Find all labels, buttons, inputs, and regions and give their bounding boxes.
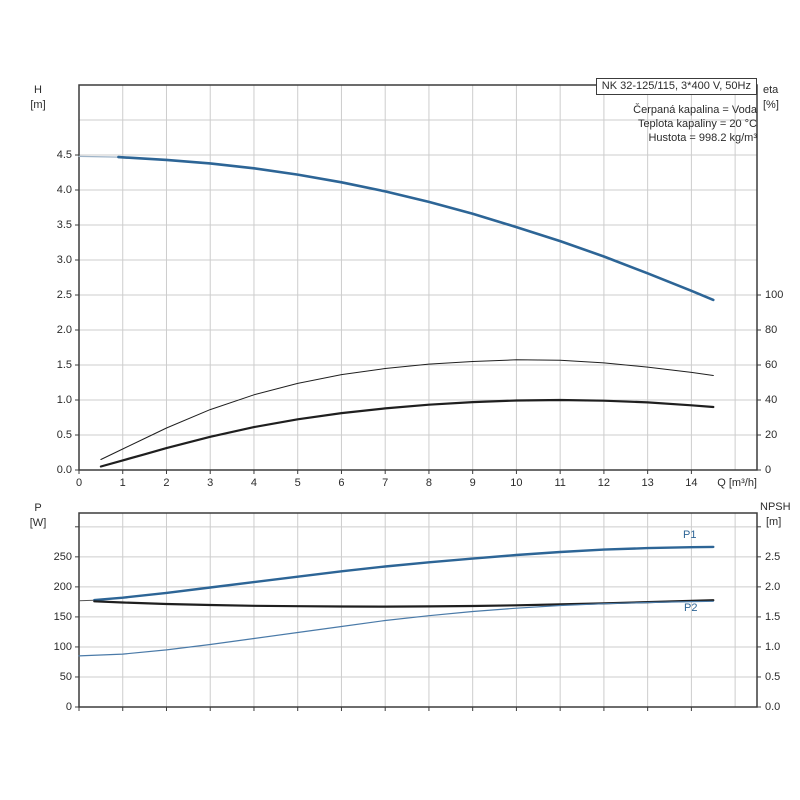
npsh-axis-unit: [m] xyxy=(766,516,782,528)
y2-tick-label: 2.5 xyxy=(765,550,781,563)
y1-tick-label: 50 xyxy=(59,670,72,683)
q-axis-title: Q [m³/h] xyxy=(717,477,757,489)
p-axis-unit: [W] xyxy=(29,517,47,529)
x-tick-label: 9 xyxy=(469,477,476,489)
plot-border xyxy=(78,84,758,471)
y1-tick-label: 100 xyxy=(53,640,72,653)
y1-tick-label: 150 xyxy=(53,610,72,623)
y1-tick-label: 200 xyxy=(53,580,72,593)
x-tick-label: 14 xyxy=(685,477,698,489)
curve-H xyxy=(117,155,715,302)
y1-tick-label: 3.0 xyxy=(56,254,72,266)
x-tick-label: 5 xyxy=(294,477,301,489)
x-tick-label: 4 xyxy=(250,477,258,489)
y2-tick-label: 80 xyxy=(765,324,778,336)
x-tick-label: 7 xyxy=(382,477,389,489)
x-tick-label: 0 xyxy=(75,477,83,489)
plot-border xyxy=(78,512,758,708)
x-tick-label: 3 xyxy=(207,477,214,489)
x-tick-label: 2 xyxy=(163,477,170,489)
h-axis-title: H xyxy=(34,84,42,96)
x-tick-label: 8 xyxy=(425,477,432,489)
y1-tick-label: 3.5 xyxy=(56,219,72,231)
y1-tick-label: 250 xyxy=(53,550,72,563)
x-tick-label: 13 xyxy=(641,477,654,489)
curve-H-lead xyxy=(78,155,120,158)
y1-tick-label: 1.0 xyxy=(56,394,72,406)
y2-tick-label: 100 xyxy=(765,289,784,301)
pump-title-box: NK 32-125/115, 3*400 V, 50Hz xyxy=(595,78,757,95)
y2-tick-label: 20 xyxy=(765,429,778,441)
y1-tick-label: 1.5 xyxy=(56,359,72,371)
curve-NPSH xyxy=(78,600,714,657)
y1-tick-label: 2.0 xyxy=(56,324,72,336)
y2-tick-label: 0.5 xyxy=(765,670,781,683)
x-tick-label: 1 xyxy=(119,477,126,489)
y1-tick-label: 0.0 xyxy=(56,464,72,476)
p2-curve-label: P2 xyxy=(684,602,698,614)
p-axis-title: P xyxy=(34,502,42,514)
x-tick-label: 10 xyxy=(510,477,523,489)
y1-tick-label: 4.0 xyxy=(56,184,72,196)
curve-eta-pump xyxy=(100,359,714,460)
y1-tick-label: 4.5 xyxy=(56,149,72,161)
y2-tick-label: 1.5 xyxy=(765,610,781,623)
y2-tick-label: 40 xyxy=(765,394,778,406)
x-tick-label: 11 xyxy=(554,477,566,489)
y2-tick-label: 0.0 xyxy=(765,701,781,713)
curve-eta-total xyxy=(99,398,715,468)
y1-tick-label: 0 xyxy=(65,701,72,713)
y2-tick-label: 1.0 xyxy=(765,640,781,653)
curve-P1-lead xyxy=(78,599,95,602)
y1-tick-label: 2.5 xyxy=(56,289,72,301)
density-line: Hustota = 998.2 kg/m³ xyxy=(648,132,757,144)
p1-curve-label: P1 xyxy=(683,529,697,541)
h-axis-unit: [m] xyxy=(30,99,46,111)
x-tick-label: 12 xyxy=(597,477,611,489)
y2-tick-label: 0 xyxy=(765,464,772,476)
pumped-liquid-line: Čerpaná kapalina = Voda xyxy=(633,104,757,116)
eta-axis-title: eta xyxy=(763,84,779,96)
x-tick-label: 6 xyxy=(338,477,345,489)
npsh-axis-title: NPSH xyxy=(760,501,791,513)
liquid-temperature-line: Teplota kapaliny = 20 °C xyxy=(637,118,757,130)
y2-tick-label: 60 xyxy=(765,359,778,371)
eta-axis-unit: [%] xyxy=(763,99,779,111)
y1-tick-label: 0.5 xyxy=(56,429,72,441)
curve-P1 xyxy=(93,545,715,602)
y2-tick-label: 2.0 xyxy=(765,580,781,593)
